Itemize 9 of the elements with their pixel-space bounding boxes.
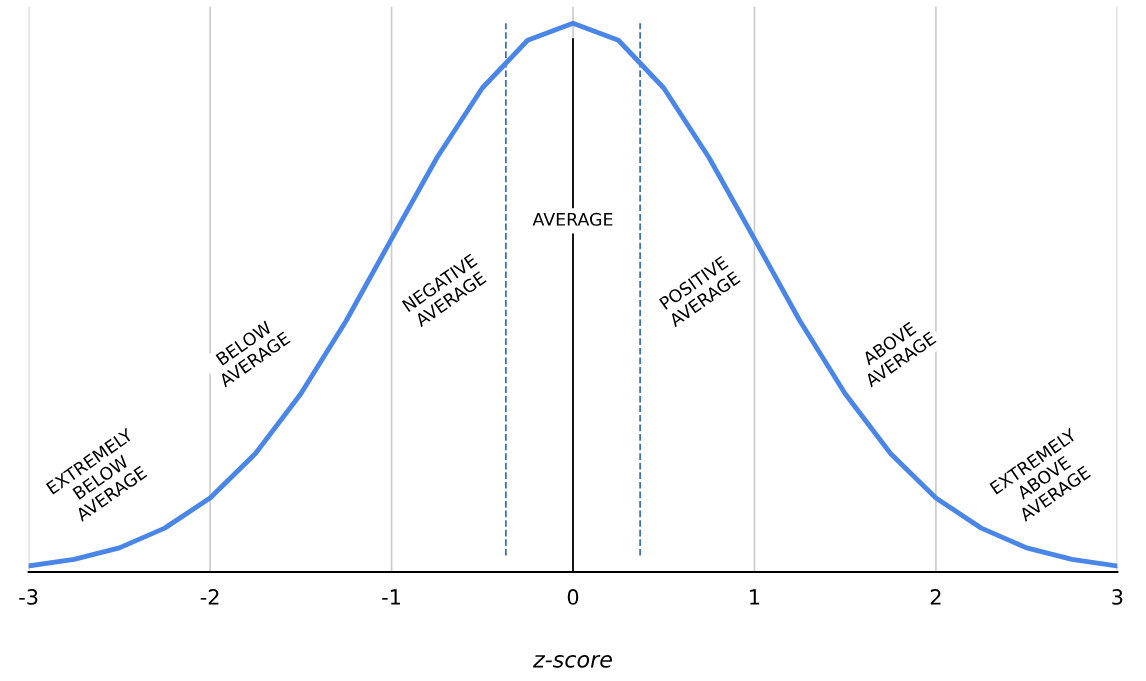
x-tick-label: -2 (200, 589, 219, 605)
x-tick-label: 1 (750, 589, 760, 605)
annotation: AVERAGE (532, 212, 613, 226)
x-tick-label: 2 (930, 589, 941, 605)
x-tick-label: -1 (382, 589, 401, 605)
x-axis-title: z-score (532, 654, 612, 668)
x-tick-label: 0 (567, 589, 579, 605)
x-tick-label: -3 (19, 589, 38, 605)
x-tick-label: 3 (1112, 589, 1123, 605)
